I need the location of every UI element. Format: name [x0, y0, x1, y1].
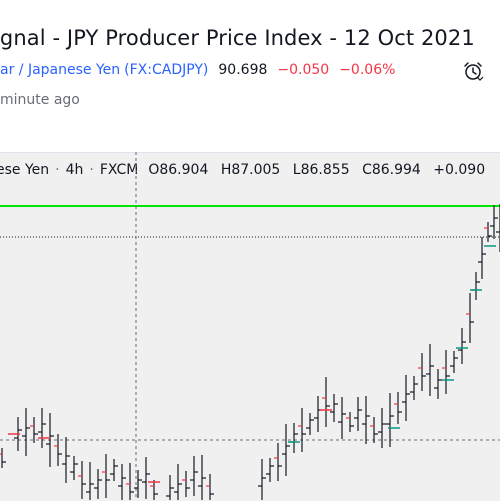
chart-legend: ese Yen · 4h · FXCM O86.904 H87.005 L86.… — [0, 162, 485, 178]
legend-source: FXCM — [99, 162, 139, 178]
ticker-row: ar / Japanese Yen (FX:CADJPY) 90.698 −0.… — [0, 62, 395, 78]
price-change-percent: −0.06% — [339, 62, 396, 78]
price-change: −0.050 — [277, 62, 330, 78]
low-value: 86.855 — [300, 162, 350, 178]
pair-name-link[interactable]: ar / Japanese Yen — [0, 62, 121, 78]
symbol-link[interactable]: (FX:CADJPY) — [124, 62, 209, 78]
legend-symbol-name[interactable]: ese Yen — [0, 162, 50, 178]
close-value: 86.994 — [371, 162, 421, 178]
page-title: ignal - JPY Producer Price Index - 12 Oc… — [0, 26, 475, 50]
close-label: C — [362, 162, 372, 178]
high-label: H — [220, 162, 232, 178]
legend-change: +0.090 — [433, 162, 486, 178]
low-label: L — [292, 162, 301, 178]
chart-area[interactable] — [0, 152, 500, 501]
legend-interval[interactable]: 4h — [65, 162, 84, 178]
alarm-clock-icon[interactable] — [462, 60, 484, 82]
updated-time: minute ago — [0, 92, 80, 108]
open-value: 86.904 — [159, 162, 209, 178]
open-label: O — [148, 162, 160, 178]
last-price: 90.698 — [218, 62, 268, 78]
high-value: 87.005 — [231, 162, 281, 178]
